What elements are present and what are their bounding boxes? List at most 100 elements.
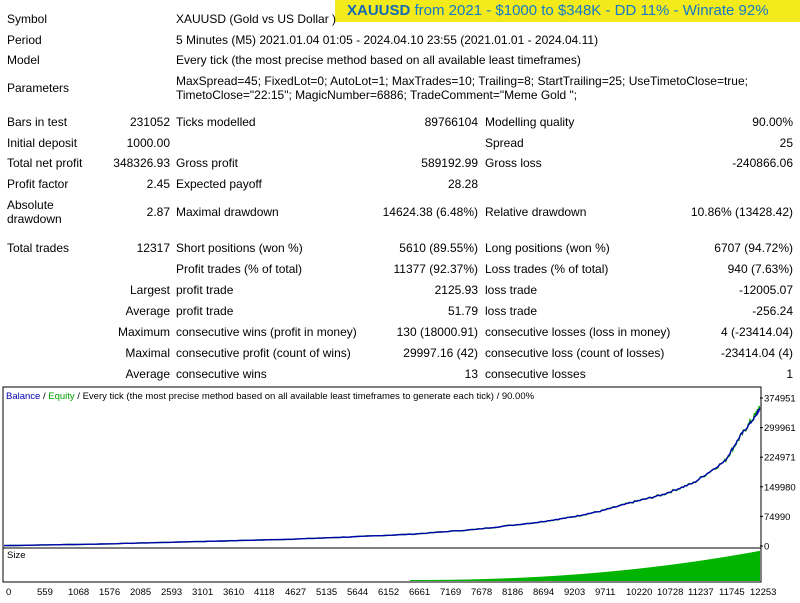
- size-bar: [710, 559, 712, 581]
- size-bar: [656, 566, 658, 581]
- size-bar: [572, 574, 574, 581]
- short-positions-label: Short positions (won %): [176, 241, 303, 255]
- gross-profit-label: Gross profit: [176, 156, 239, 170]
- size-bar: [664, 565, 666, 581]
- ticks-label: Ticks modelled: [176, 115, 256, 129]
- y-tick-label: 149980: [764, 482, 796, 493]
- size-bar: [534, 577, 536, 581]
- size-bar: [580, 574, 582, 581]
- size-bar: [472, 579, 474, 581]
- size-bar: [474, 579, 476, 581]
- long-positions-value: 6707 (94.72%): [714, 241, 793, 255]
- size-bar: [476, 579, 478, 581]
- size-bar: [714, 558, 716, 581]
- size-bar: [480, 579, 482, 581]
- size-bar: [744, 553, 746, 581]
- gross-loss-value: -240866.06: [732, 156, 793, 170]
- size-bar: [546, 576, 548, 581]
- size-bar: [562, 575, 564, 581]
- x-tick-label: 9203: [564, 587, 585, 598]
- absolute-drawdown-value: 2.87: [146, 205, 170, 219]
- size-bar: [706, 559, 708, 581]
- size-bar: [700, 560, 702, 581]
- size-bar: [652, 566, 654, 581]
- average-profit-trade-value: 51.79: [447, 304, 478, 318]
- average-consecutive-label: Average: [125, 367, 170, 381]
- size-bar: [564, 575, 566, 581]
- y-tick-label: 0: [764, 542, 769, 553]
- max-consecutive-losses-label: consecutive losses (loss in money): [485, 325, 671, 339]
- size-bar: [692, 561, 694, 581]
- size-bar: [748, 552, 750, 581]
- size-bars: [410, 551, 760, 581]
- size-bar: [416, 579, 418, 581]
- net-profit-value: 348326.93: [113, 156, 170, 170]
- size-bar: [712, 558, 714, 581]
- average-consecutive-losses-value: 1: [786, 367, 793, 381]
- size-bar: [608, 571, 610, 581]
- size-bar: [660, 565, 662, 581]
- profit-factor-label: Profit factor: [7, 177, 69, 191]
- x-tick-label: 11237: [688, 587, 714, 598]
- absolute-drawdown-label-1: Absolute: [7, 198, 54, 212]
- loss-trades-value: 940 (7.63%): [727, 262, 793, 276]
- size-bar: [598, 572, 600, 581]
- expected-payoff-label: Expected payoff: [176, 177, 262, 191]
- size-bar: [686, 562, 688, 581]
- size-bar: [414, 579, 416, 581]
- size-bar: [544, 576, 546, 581]
- size-bar: [558, 575, 560, 581]
- size-bar: [502, 578, 504, 581]
- size-bar: [412, 579, 414, 581]
- largest-label: Largest: [129, 283, 170, 297]
- x-tick-label: 8186: [502, 587, 523, 598]
- x-tick-label: 2593: [161, 587, 182, 598]
- size-bar: [604, 571, 606, 581]
- chart-svg: 374951 299961 224971 149980 74990 0 0 559 1068 1…: [2, 386, 796, 598]
- size-bar: [626, 569, 628, 581]
- size-bar: [540, 576, 542, 581]
- size-bar: [496, 578, 498, 581]
- x-tick-labels: 0 559 1068 1576 2085 2593 3101 3610 4118 4627 5135…: [6, 587, 776, 598]
- size-bar: [696, 561, 698, 581]
- y-tick-label: 224971: [764, 453, 796, 464]
- size-bar: [586, 573, 588, 581]
- size-bar: [738, 554, 740, 581]
- size-bar: [508, 578, 510, 581]
- largest-profit-trade-value: 2125.93: [434, 283, 478, 297]
- maximal-label: Maximal: [125, 346, 170, 360]
- size-bar: [584, 573, 586, 581]
- spread-value: 25: [779, 136, 793, 150]
- size-bar: [648, 567, 650, 581]
- size-bar: [578, 574, 580, 581]
- size-bar: [522, 577, 524, 581]
- period-label: Period: [7, 33, 42, 47]
- size-bar: [514, 577, 516, 581]
- size-bar: [754, 551, 756, 581]
- size-bar: [646, 567, 648, 581]
- size-bar: [494, 578, 496, 581]
- size-bar: [456, 579, 458, 581]
- size-bar: [644, 567, 646, 581]
- size-bar: [638, 568, 640, 581]
- size-bar: [674, 564, 676, 581]
- size-bar: [454, 579, 456, 581]
- size-bar: [498, 578, 500, 581]
- average-label: Average: [125, 304, 170, 318]
- size-bar: [550, 576, 552, 581]
- size-bar: [484, 579, 486, 581]
- size-bar: [568, 574, 570, 581]
- legend-balance: Balance: [6, 391, 40, 402]
- size-bar: [470, 579, 472, 581]
- maximal-consecutive-loss-label: consecutive loss (count of losses): [485, 346, 665, 360]
- size-bar: [746, 553, 748, 581]
- size-bar: [750, 552, 752, 581]
- size-bar: [428, 579, 430, 581]
- size-bar: [654, 566, 656, 581]
- size-bar: [600, 572, 602, 581]
- size-bar: [614, 571, 616, 581]
- size-bar: [542, 576, 544, 581]
- size-bar: [418, 579, 420, 581]
- size-bar: [574, 574, 576, 581]
- maximum-label: Maximum: [117, 325, 170, 339]
